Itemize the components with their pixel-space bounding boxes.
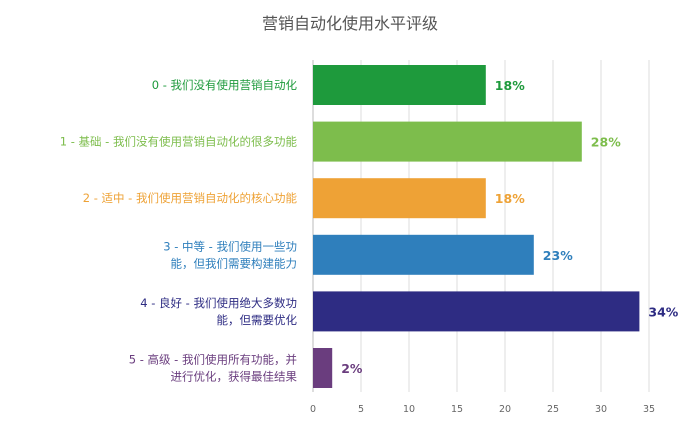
value-label: 2% [341,361,363,376]
category-label: 3 - 中等 - 我们使用一些功能，但我们需要构建能力 [163,239,297,270]
value-label: 28% [591,135,621,150]
x-axis-ticks: 0 5 10 15 20 25 30 35 [310,404,655,415]
value-labels: 18% 28% 18% 23% 34% 2% [341,78,679,376]
x-tick-label: 0 [310,404,316,415]
category-label: 2 - 适中 - 我们使用营销自动化的核心功能 [83,191,298,205]
value-label: 34% [648,304,678,319]
bar [313,121,582,162]
category-label: 1 - 基础 - 我们没有使用营销自动化的很多功能 [60,135,298,149]
value-label: 18% [495,78,525,93]
value-label: 18% [495,191,525,206]
x-tick-label: 5 [358,404,364,415]
category-label: 4 - 良好 - 我们使用绝大多数功能，但需要优化 [140,296,297,327]
category-label: 0 - 我们没有使用营销自动化 [152,78,298,92]
x-tick-label: 20 [499,404,511,415]
x-tick-label: 30 [595,404,607,415]
value-label: 23% [543,248,573,263]
bar [313,291,640,332]
x-tick-label: 35 [643,404,655,415]
category-label: 5 - 高级 - 我们使用所有功能，并进行优化，获得最佳结果 [129,353,298,384]
bars [313,65,640,388]
chart-title: 营销自动化使用水平评级 [261,14,438,33]
bar [313,234,534,275]
bar [313,178,486,219]
x-tick-label: 15 [451,404,463,415]
x-tick-label: 10 [403,404,415,415]
bar [313,348,333,388]
grid-lines [312,60,650,392]
x-tick-label: 25 [547,404,559,415]
bar [313,65,486,105]
category-labels: 0 - 我们没有使用营销自动化 1 - 基础 - 我们没有使用营销自动化的很多功能… [60,78,298,384]
